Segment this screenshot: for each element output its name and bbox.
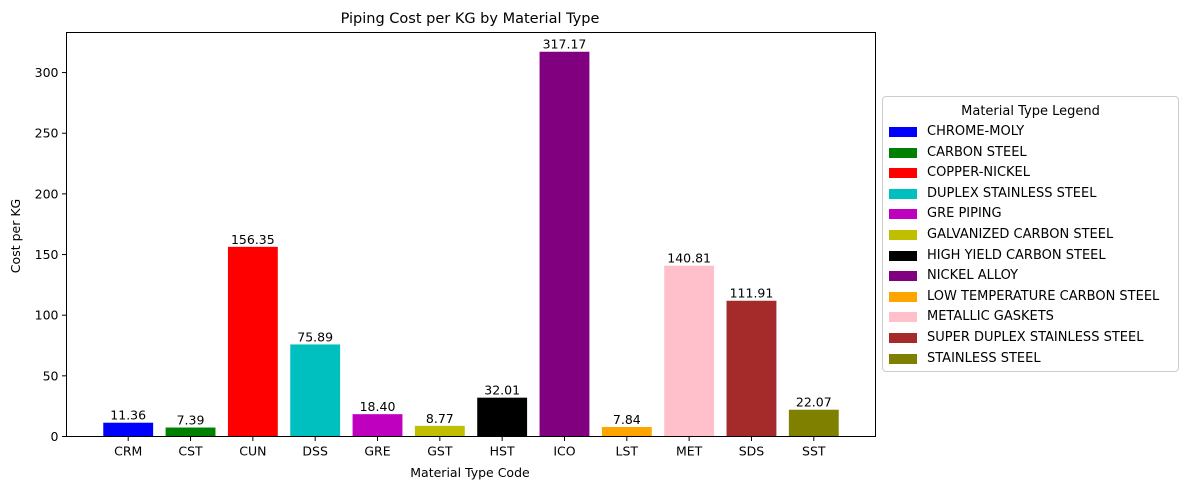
legend-swatch bbox=[889, 127, 917, 137]
bar-value-label-hst: 32.01 bbox=[484, 383, 520, 398]
legend-swatch bbox=[889, 188, 917, 199]
bar-cun bbox=[227, 246, 278, 437]
legend-swatch bbox=[889, 312, 917, 323]
bar-value-label-crm: 11.36 bbox=[110, 408, 146, 423]
legend-label: SUPER DUPLEX STAINLESS STEEL bbox=[927, 329, 1144, 345]
legend-swatch bbox=[889, 271, 917, 282]
y-tick-label-0: 0 bbox=[51, 429, 59, 444]
legend-swatch bbox=[889, 332, 917, 343]
bars-layer: 11.36 7.39 156.35 75.89 18.40 8.77 32.01 317.17… bbox=[103, 37, 839, 437]
legend-label: GALVANIZED CARBON STEEL bbox=[927, 226, 1114, 242]
legend-swatch bbox=[889, 353, 917, 364]
x-tick-label-met: MET bbox=[676, 444, 703, 459]
bar-value-label-dss: 75.89 bbox=[297, 329, 333, 344]
x-tick-label-lst: LST bbox=[616, 444, 639, 459]
legend-label: CARBON STEEL bbox=[927, 144, 1027, 160]
legend-entry: STAINLESS STEEL bbox=[883, 349, 1178, 370]
bar-value-label-gst: 8.77 bbox=[426, 411, 454, 426]
ticks-layer: CRM CST CUN DSS GRE GST HST ICO LST MET SDS SST 0 50 1… bbox=[35, 65, 826, 458]
legend-swatch bbox=[889, 209, 917, 220]
x-tick-label-crm: CRM bbox=[114, 444, 142, 459]
legend-entry: HIGH YIELD CARBON STEEL bbox=[883, 246, 1178, 267]
bar-lst bbox=[601, 426, 652, 437]
legend-label: METALLIC GASKETS bbox=[927, 309, 1054, 325]
legend-entry: GRE PIPING bbox=[883, 204, 1178, 225]
legend: Material Type Legend CHROME-MOLY CARBON S… bbox=[882, 96, 1179, 372]
x-tick-label-cun: CUN bbox=[239, 444, 266, 459]
legend-entry: SUPER DUPLEX STAINLESS STEEL bbox=[883, 328, 1178, 349]
legend-swatch bbox=[889, 291, 917, 302]
legend-label: STAINLESS STEEL bbox=[927, 350, 1041, 366]
bar-value-label-lst: 7.84 bbox=[613, 412, 641, 427]
legend-entry: CHROME-MOLY bbox=[883, 122, 1178, 143]
bar-value-label-sds: 111.91 bbox=[730, 286, 774, 301]
plot-frame bbox=[66, 32, 876, 437]
bar-sds bbox=[726, 300, 777, 437]
chart-title: Piping Cost per KG by Material Type bbox=[341, 11, 600, 27]
x-tick-label-gre: GRE bbox=[364, 444, 390, 459]
bar-crm bbox=[103, 422, 154, 437]
y-tick-label-300: 300 bbox=[35, 65, 59, 80]
legend-title: Material Type Legend bbox=[961, 104, 1100, 119]
legend-entry: LOW TEMPERATURE CARBON STEEL bbox=[883, 287, 1178, 308]
bar-value-label-sst: 22.07 bbox=[796, 395, 832, 410]
y-tick-label-200: 200 bbox=[35, 186, 59, 201]
legend-swatch bbox=[889, 229, 917, 240]
x-tick-label-gst: GST bbox=[427, 444, 453, 459]
legend-entry: CARBON STEEL bbox=[883, 143, 1178, 164]
legend-label: DUPLEX STAINLESS STEEL bbox=[927, 185, 1097, 201]
y-tick-label-100: 100 bbox=[35, 308, 59, 323]
bar-value-label-cst: 7.39 bbox=[177, 413, 205, 428]
legend-swatch bbox=[889, 168, 917, 179]
y-tick-label-250: 250 bbox=[35, 126, 59, 141]
legend-label: LOW TEMPERATURE CARBON STEEL bbox=[927, 288, 1160, 304]
legend-entries: CHROME-MOLY CARBON STEEL COPPER-NICKEL DUPL… bbox=[883, 122, 1178, 369]
x-tick-label-ico: ICO bbox=[553, 444, 575, 459]
legend-label: GRE PIPING bbox=[927, 206, 1002, 222]
bar-value-label-ico: 317.17 bbox=[543, 37, 587, 52]
x-tick-label-dss: DSS bbox=[302, 444, 328, 459]
bar-cst bbox=[165, 427, 216, 437]
legend-entry: GALVANIZED CARBON STEEL bbox=[883, 225, 1178, 246]
legend-swatch bbox=[889, 250, 917, 261]
bar-value-label-gre: 18.40 bbox=[360, 399, 396, 414]
bar-dss bbox=[290, 344, 341, 437]
legend-label: HIGH YIELD CARBON STEEL bbox=[927, 247, 1106, 263]
bar-gre bbox=[352, 414, 403, 437]
x-tick-label-sst: SST bbox=[802, 444, 826, 459]
legend-label: CHROME-MOLY bbox=[927, 124, 1025, 139]
y-axis-label: Cost per KG bbox=[8, 199, 23, 273]
x-tick-label-cst: CST bbox=[178, 444, 203, 459]
legend-entry: NICKEL ALLOY bbox=[883, 266, 1178, 287]
legend-label: COPPER-NICKEL bbox=[927, 165, 1031, 181]
y-tick-label-50: 50 bbox=[43, 368, 59, 383]
y-tick-label-150: 150 bbox=[35, 247, 59, 262]
x-tick-label-hst: HST bbox=[490, 444, 515, 459]
legend-entry: METALLIC GASKETS bbox=[883, 307, 1178, 328]
bar-ico bbox=[539, 51, 590, 437]
legend-label: NICKEL ALLOY bbox=[927, 268, 1019, 284]
x-tick-label-sds: SDS bbox=[739, 444, 765, 459]
bar-met bbox=[664, 265, 715, 437]
legend-entry: DUPLEX STAINLESS STEEL bbox=[883, 184, 1178, 205]
bar-value-label-cun: 156.35 bbox=[231, 232, 275, 247]
legend-swatch bbox=[889, 147, 917, 158]
bar-hst bbox=[477, 397, 528, 437]
bar-value-label-met: 140.81 bbox=[667, 251, 711, 266]
bar-gst bbox=[414, 425, 465, 437]
bar-sst bbox=[788, 409, 839, 437]
x-axis-label: Material Type Code bbox=[410, 465, 530, 480]
legend-entry: COPPER-NICKEL bbox=[883, 163, 1178, 184]
